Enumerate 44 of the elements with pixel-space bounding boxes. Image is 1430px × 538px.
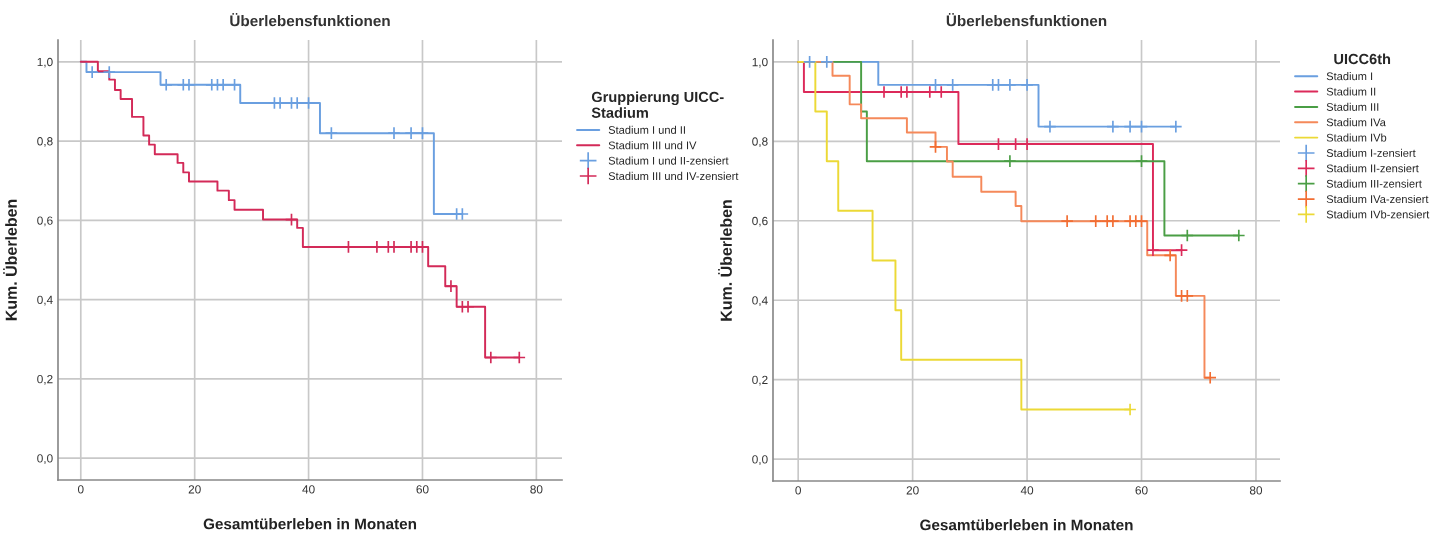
- y-tick-label: 1,0: [752, 57, 768, 68]
- y-tick-label: 0,0: [752, 455, 768, 465]
- legend-label: Stadium II-zensiert: [1326, 164, 1419, 173]
- chart-title: Überlebensfunktionen: [946, 13, 1107, 27]
- chart-title: Überlebensfunktionen: [230, 13, 390, 27]
- y-axis-title: Kum. Überleben: [3, 199, 17, 321]
- legend-label: Stadium III und IV: [608, 141, 697, 150]
- y-tick-label: 0,0: [37, 454, 53, 464]
- legend-title: UICC6th: [1334, 53, 1391, 65]
- x-tick-label: 20: [188, 485, 201, 494]
- legend-label: Stadium I und II: [608, 125, 685, 134]
- x-tick-label: 0: [77, 485, 84, 494]
- y-tick-label: 1,0: [37, 57, 53, 68]
- legend-label: Stadium II: [1326, 87, 1376, 96]
- legend-title: Gruppierung UICC- Stadium: [591, 91, 724, 118]
- x-tick-label: 0: [795, 486, 801, 495]
- y-tick-label: 0,2: [37, 374, 53, 385]
- y-axis-title: Kum. Überleben: [718, 200, 732, 321]
- legend-label: Stadium I: [1326, 72, 1373, 81]
- legend-label: Stadium I-zensiert: [1326, 148, 1416, 157]
- legend-label: Stadium IVb-zensiert: [1326, 210, 1430, 219]
- y-tick-label: 0,4: [37, 295, 53, 306]
- legend-label: Stadium III-zensiert: [1326, 179, 1422, 188]
- x-axis-title: Gesamtüberleben in Monaten: [920, 519, 1133, 531]
- x-tick-label: 60: [416, 485, 429, 494]
- x-tick-label: 80: [530, 485, 543, 494]
- y-tick-label: 0,2: [752, 375, 768, 386]
- legend-label: Stadium IVb: [1326, 133, 1387, 142]
- y-tick-label: 0,8: [37, 137, 53, 147]
- legend-label: Stadium IVa-zensiert: [1326, 194, 1429, 204]
- legend-label: Stadium III und IV-zensiert: [608, 171, 739, 180]
- x-axis-title: Gesamtüberleben in Monaten: [203, 518, 417, 530]
- legend-label: Stadium III: [1326, 102, 1379, 111]
- y-tick-label: 0,4: [752, 296, 768, 307]
- y-tick-label: 0,8: [752, 137, 768, 148]
- x-tick-label: 40: [1020, 486, 1034, 495]
- x-tick-label: 40: [302, 485, 315, 494]
- y-tick-label: 0,6: [752, 216, 768, 227]
- legend-label: Stadium IVa: [1326, 118, 1386, 127]
- x-tick-label: 60: [1135, 486, 1148, 495]
- x-tick-label: 20: [906, 486, 919, 495]
- x-tick-label: 80: [1249, 486, 1263, 495]
- y-tick-label: 0,6: [37, 216, 53, 227]
- legend-label: Stadium I und II-zensiert: [608, 156, 729, 165]
